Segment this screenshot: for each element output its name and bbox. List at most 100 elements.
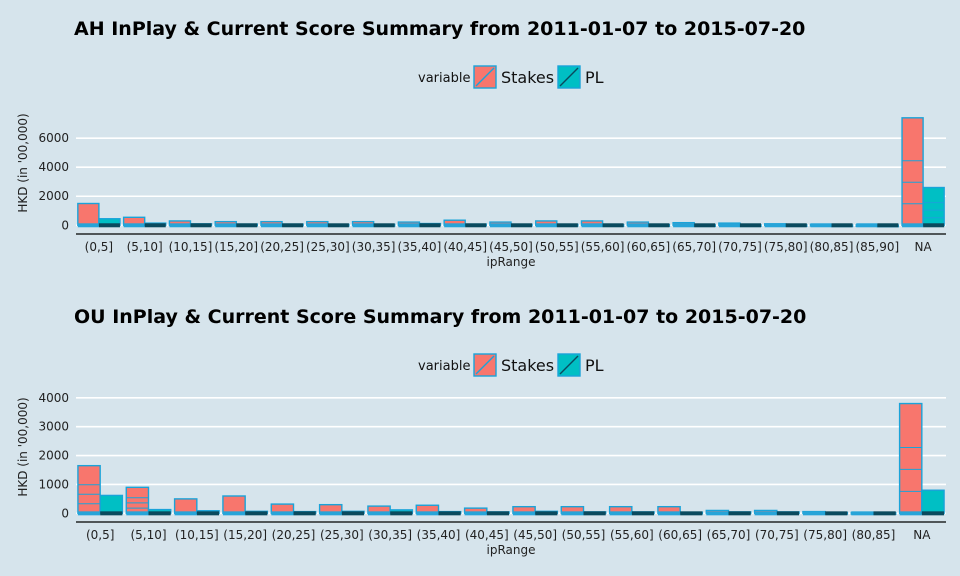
legend-item-stakes: Stakes [473,65,554,89]
bar-pl [196,510,220,516]
x-tick-label: (75,80] [803,528,847,542]
bar-stakes [560,505,585,516]
bar-pl [534,510,559,516]
x-tick-label: (25,30] [320,528,364,542]
bar-stakes [397,221,421,228]
bar-stakes [77,464,101,516]
x-tick-label: (5,10] [130,528,166,542]
bar-stakes [657,505,681,516]
bar-stakes [672,221,695,228]
x-tick-label: (45,50] [489,240,533,254]
bar-stakes [753,509,778,516]
x-tick-label: (70,75] [755,528,799,542]
bar-stakes [809,223,833,228]
bar-pl [872,511,897,516]
bar-stakes [855,223,879,228]
bar-pl [921,489,945,516]
bar-stakes [489,221,512,228]
legend-label: Stakes [501,68,554,87]
bar-stakes [802,510,826,516]
bar-pl [327,223,350,228]
bar-pl [830,223,854,228]
bar-stakes [77,202,100,228]
x-tick-label: (30,35] [352,240,396,254]
chart-title: OU InPlay & Current Score Summary from 2… [74,306,807,328]
bar-pl [143,222,167,228]
ah-chart-panel: AH InPlay & Current Score Summary from 2… [16,18,946,269]
bar-pl [99,494,124,516]
x-tick-label: (65,70] [707,528,751,542]
bar-pl [601,223,625,228]
bar-stakes [168,220,192,228]
y-tick-label: 4000 [38,391,69,405]
bar-stakes [626,221,650,228]
legend-item-pl: PL [557,353,604,377]
bar-stakes [415,504,440,516]
legend-title: variable [418,359,470,374]
x-tick-label: NA [913,528,931,542]
bar-pl [235,223,259,228]
bar-stakes [173,498,198,516]
bar-stakes [512,505,536,516]
legend: variable Stakes PL [418,65,604,89]
bar-pl [244,510,269,516]
x-tick-label: (60,65] [627,240,671,254]
x-tick-label: (80,85] [810,240,854,254]
y-tick-label: 2000 [38,189,69,203]
ou-chart: (0,5] (5,10] (10,15] (15,20] (20,25] (25,30] (… [16,353,946,557]
bar-stakes [608,505,633,516]
bar-pl [679,511,704,516]
bar-pl [418,222,442,228]
x-tick-label: (50,55] [562,528,606,542]
x-tick-label: (85,90] [855,240,899,254]
x-tick-label: (55,60] [610,528,654,542]
x-tick-label: (30,35] [368,528,412,542]
x-axis-title: ipRange [487,255,536,269]
y-axis-title: HKD (in '00,000) [16,113,30,212]
bar-pl [281,223,304,228]
legend-label: PL [585,68,604,87]
legend-label: Stakes [501,356,554,375]
bar-stakes [535,220,558,228]
bar-stakes [122,216,146,228]
bar-stakes [214,220,237,228]
bar-pl [922,186,945,228]
bar-stakes [125,486,150,516]
y-tick-label: 1000 [38,477,69,491]
bar-pl [631,511,655,516]
y-tick-label: 2000 [38,449,69,463]
y-tick-label: 3000 [38,420,69,434]
bar-pl [693,223,716,228]
bar-pl [739,223,762,228]
bar-pl [189,223,213,228]
bar-pl [98,218,121,228]
x-tick-label: (55,60] [581,240,625,254]
x-tick-label: (25,30] [306,240,350,254]
bar-stakes [260,220,283,228]
y-axis-title: HKD (in '00,000) [16,397,30,496]
bar-pl [582,511,607,516]
x-tick-label: (50,55] [535,240,579,254]
bar-stakes [222,495,246,516]
bar-stakes [718,222,741,228]
bar-stakes [705,509,730,516]
x-axis-title: ipRange [487,543,536,557]
legend-item-stakes: Stakes [473,353,554,377]
x-tick-label: NA [915,240,933,254]
x-tick-label: (35,40] [417,528,461,542]
chart-title: AH InPlay & Current Score Summary from 2… [74,18,806,40]
bar-pl [776,511,800,516]
bar-pl [147,508,172,516]
bar-stakes [351,220,375,228]
bar-stakes [306,220,329,228]
bar-stakes [443,219,466,228]
bar-stakes [580,220,604,228]
x-tick-label: (40,45] [465,528,509,542]
bar-pl [437,510,462,516]
bar-pl [292,510,317,516]
bar-stakes [763,223,787,228]
x-tick-label: (0,5] [85,240,113,254]
x-tick-label: (40,45] [443,240,487,254]
y-tick-label: 0 [61,218,69,232]
y-tick-label: 6000 [38,131,69,145]
